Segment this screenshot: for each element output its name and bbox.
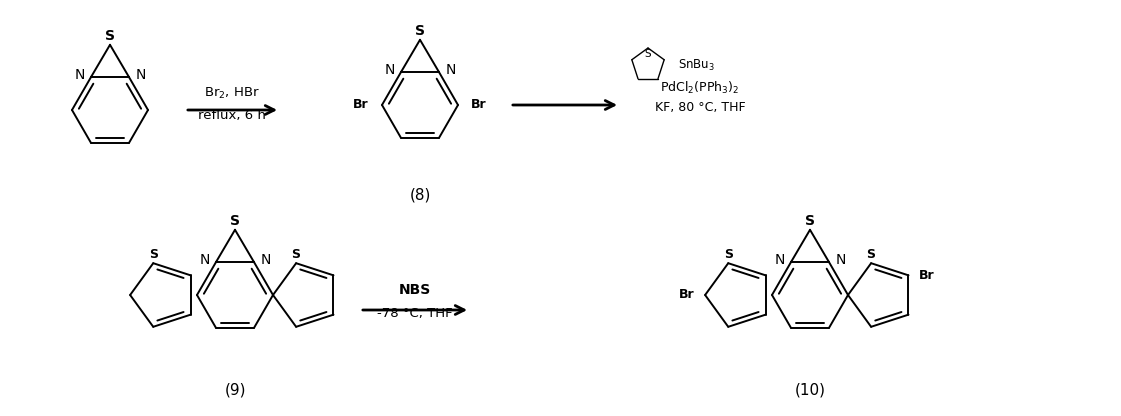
Text: S: S (291, 248, 300, 261)
Text: N: N (385, 63, 395, 77)
Text: N: N (74, 68, 85, 82)
Text: reflux, 6 h: reflux, 6 h (198, 109, 266, 121)
Text: S: S (645, 49, 651, 59)
Text: Br: Br (471, 99, 487, 111)
Text: SnBu$_3$: SnBu$_3$ (678, 57, 715, 72)
Text: S: S (149, 248, 158, 261)
Text: Br$_2$, HBr: Br$_2$, HBr (204, 85, 260, 101)
Text: (9): (9) (224, 382, 245, 398)
Text: S: S (805, 214, 815, 228)
Text: N: N (200, 253, 210, 267)
Text: KF, 80 °C, THF: KF, 80 °C, THF (655, 102, 745, 114)
Text: S: S (230, 214, 240, 228)
Text: S: S (415, 25, 425, 38)
Text: N: N (775, 253, 785, 267)
Text: S: S (724, 248, 733, 261)
Text: N: N (260, 253, 270, 267)
Text: S: S (105, 30, 115, 43)
Text: (8): (8) (409, 188, 430, 203)
Text: Br: Br (679, 289, 695, 302)
Text: PdCl$_2$(PPh$_3$)$_2$: PdCl$_2$(PPh$_3$)$_2$ (660, 80, 740, 96)
Text: NBS: NBS (399, 283, 432, 297)
Text: Br: Br (919, 269, 935, 282)
Text: (10): (10) (795, 382, 825, 398)
Text: N: N (136, 68, 146, 82)
Text: N: N (445, 63, 455, 77)
Text: S: S (867, 248, 876, 261)
Text: Br: Br (353, 99, 369, 111)
Text: -78 °C, THF: -78 °C, THF (377, 307, 453, 319)
Text: N: N (835, 253, 845, 267)
